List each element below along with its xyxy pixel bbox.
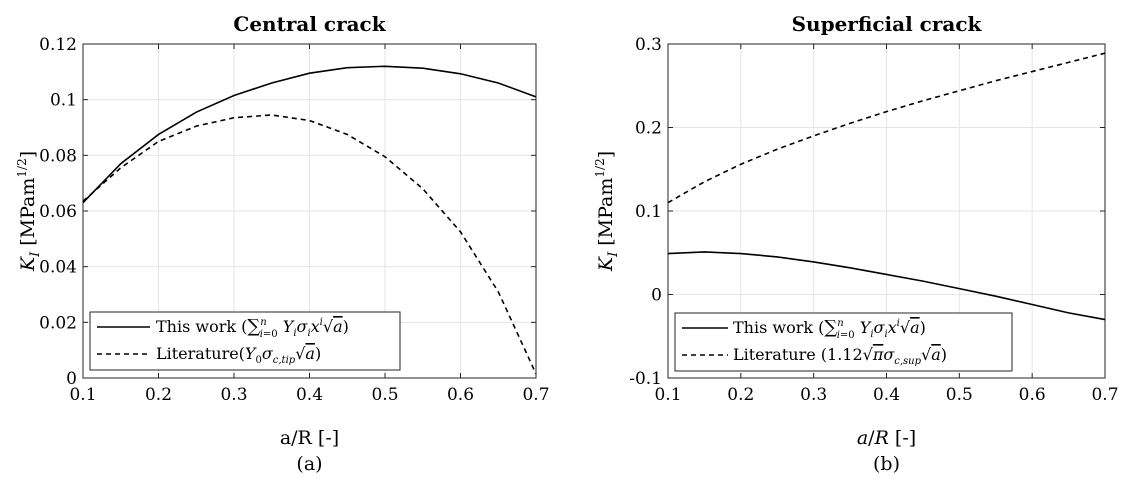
series-lines-b: [667, 52, 1106, 321]
x-tick-label: 0.7: [1091, 385, 1118, 405]
series-line-this-work: [82, 65, 537, 204]
x-axis-label-a: a/R [-]: [280, 427, 339, 449]
legend-a: This work (∑n i=0 Yiσixi√a) Literature(Y0…: [89, 311, 401, 371]
x-tick-label: 0.3: [220, 385, 247, 405]
y-tick-label: 0.1: [50, 91, 77, 111]
panel-label-b: (b): [873, 453, 900, 475]
y-tick-label: 0.2: [635, 119, 662, 139]
svg-text:KI [MPam1/2]: KI [MPam1/2]: [15, 151, 43, 272]
x-tick-label: 0.2: [727, 385, 754, 405]
y-ticks-a: 0 0.02 0.04 0.06 0.08 0.1 0.12: [39, 35, 536, 389]
x-tick-label: 0.4: [873, 385, 900, 405]
series-line-literature: [667, 52, 1106, 204]
x-tick-label: 0.7: [522, 385, 549, 405]
svg-text:KI [MPam1/2]: KI [MPam1/2]: [593, 151, 621, 272]
y-tick-label: -0.1: [629, 369, 662, 389]
series-line-literature: [82, 114, 537, 375]
x-tick-label: 0.2: [145, 385, 172, 405]
x-ticks-a: 0.1 0.2 0.3 0.4 0.5 0.6 0.7: [69, 44, 550, 405]
y-tick-label: 0.02: [39, 313, 77, 333]
x-tick-label: 0.5: [371, 385, 398, 405]
y-tick-label: 0.1: [635, 202, 662, 222]
x-tick-label: 0.5: [946, 385, 973, 405]
x-axis-label-b: a/R [-]: [857, 427, 916, 449]
y-ticks-b: -0.1 0 0.1 0.2 0.3: [629, 35, 1105, 389]
legend-label-literature-a: Literature(Y0σc,tip√a): [156, 344, 321, 366]
panel-label-a: (a): [296, 453, 322, 475]
y-tick-label: 0: [66, 369, 77, 389]
y-tick-label: 0.08: [39, 146, 77, 166]
x-tick-label: 0.3: [800, 385, 827, 405]
legend-b: This work (∑n i=0 Yiσixi√a) Literature (1…: [674, 312, 1013, 372]
y-tick-label: 0.3: [635, 35, 662, 55]
chart-title-b: Superficial crack: [792, 12, 983, 36]
x-tick-label: 0.1: [654, 385, 681, 405]
series-lines-a: [82, 65, 537, 375]
x-tick-label: 0.6: [1019, 385, 1046, 405]
legend-label-literature-b: Literature (1.12√πσc,sup√a): [733, 345, 947, 367]
chart-title-a: Central crack: [233, 12, 386, 36]
x-tick-label: 0.1: [69, 385, 96, 405]
y-tick-label: 0.04: [39, 258, 77, 278]
y-tick-label: 0.12: [39, 35, 77, 55]
x-tick-label: 0.6: [447, 385, 474, 405]
y-tick-label: 0: [651, 286, 662, 306]
series-line-this-work: [667, 251, 1106, 321]
y-axis-label-a: KI [MPam1/2]: [15, 151, 43, 272]
x-tick-label: 0.4: [296, 385, 323, 405]
chart-panel-a: 0.1 0.2 0.3 0.4 0.5 0.6 0.7 00.020.040.060.080…: [15, 12, 550, 475]
x-ticks-b: 0.1 0.2 0.3 0.4 0.5 0.6 0.7: [654, 44, 1119, 405]
chart-panel-b: 0.1 0.2 0.3 0.4 0.5 0.6 0.7 -0.1 0 0.1 0.2 0.3 Sup…: [593, 12, 1119, 475]
y-tick-label: 0.06: [39, 202, 77, 222]
y-axis-label-b: KI [MPam1/2]: [593, 151, 621, 272]
